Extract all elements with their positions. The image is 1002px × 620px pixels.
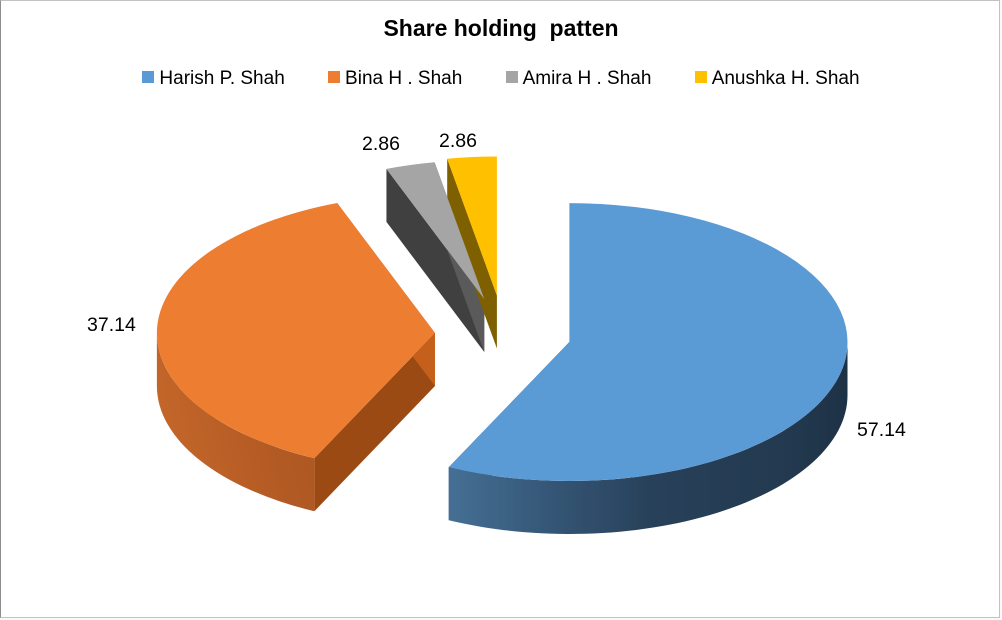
svg-text:57.14: 57.14: [857, 419, 906, 441]
svg-text:37.14: 37.14: [87, 314, 136, 336]
svg-text:2.86: 2.86: [362, 133, 400, 155]
svg-text:2.86: 2.86: [439, 130, 477, 152]
